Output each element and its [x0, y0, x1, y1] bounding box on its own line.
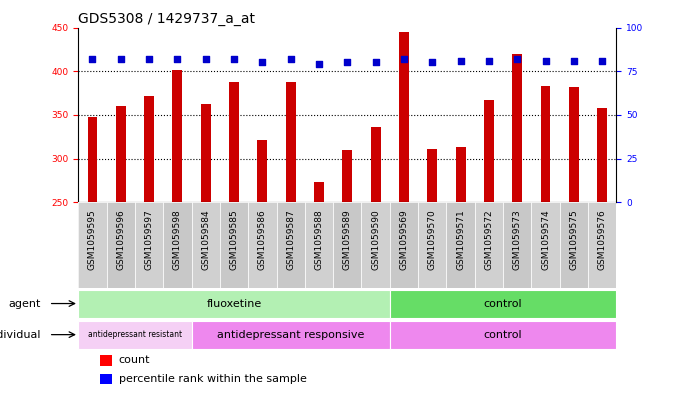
- Bar: [390, 202, 418, 288]
- Bar: [191, 321, 390, 349]
- Text: control: control: [484, 299, 522, 309]
- Bar: [456, 147, 466, 202]
- Bar: [276, 202, 305, 288]
- Point: [172, 56, 183, 62]
- Bar: [333, 202, 362, 288]
- Bar: [88, 117, 97, 202]
- Bar: [286, 82, 296, 202]
- Text: GSM1059576: GSM1059576: [598, 209, 607, 270]
- Bar: [220, 202, 248, 288]
- Point: [257, 59, 268, 66]
- Bar: [512, 54, 522, 202]
- Bar: [229, 82, 239, 202]
- Bar: [569, 87, 579, 202]
- Text: GSM1059574: GSM1059574: [541, 209, 550, 270]
- Text: GSM1059575: GSM1059575: [569, 209, 578, 270]
- Bar: [305, 202, 333, 288]
- Bar: [172, 70, 183, 202]
- Text: GSM1059595: GSM1059595: [88, 209, 97, 270]
- Bar: [100, 373, 112, 384]
- Bar: [78, 202, 107, 288]
- Text: GSM1059584: GSM1059584: [201, 209, 210, 270]
- Text: fluoxetine: fluoxetine: [206, 299, 262, 309]
- Text: antidepressant responsive: antidepressant responsive: [217, 330, 364, 340]
- Text: control: control: [484, 330, 522, 340]
- Bar: [343, 150, 352, 202]
- Bar: [560, 202, 588, 288]
- Point: [569, 58, 580, 64]
- Bar: [314, 182, 324, 202]
- Point: [427, 59, 438, 66]
- Point: [285, 56, 296, 62]
- Bar: [370, 127, 381, 202]
- Text: GSM1059571: GSM1059571: [456, 209, 465, 270]
- Bar: [116, 106, 126, 202]
- Bar: [541, 86, 550, 202]
- Bar: [399, 32, 409, 202]
- Text: GSM1059573: GSM1059573: [513, 209, 522, 270]
- Bar: [597, 108, 607, 202]
- Text: antidepressant resistant: antidepressant resistant: [88, 330, 182, 339]
- Text: GSM1059587: GSM1059587: [286, 209, 295, 270]
- Text: GSM1059570: GSM1059570: [428, 209, 437, 270]
- Bar: [163, 202, 191, 288]
- Text: count: count: [118, 355, 151, 365]
- Point: [342, 59, 353, 66]
- Bar: [390, 290, 616, 318]
- Point: [484, 58, 494, 64]
- Text: GSM1059588: GSM1059588: [315, 209, 323, 270]
- Bar: [447, 202, 475, 288]
- Bar: [201, 104, 210, 202]
- Point: [597, 58, 607, 64]
- Bar: [531, 202, 560, 288]
- Bar: [390, 321, 616, 349]
- Point: [370, 59, 381, 66]
- Text: GSM1059586: GSM1059586: [258, 209, 267, 270]
- Bar: [475, 202, 503, 288]
- Bar: [144, 96, 154, 202]
- Bar: [484, 100, 494, 202]
- Text: GDS5308 / 1429737_a_at: GDS5308 / 1429737_a_at: [78, 13, 255, 26]
- Bar: [100, 355, 112, 366]
- Bar: [427, 149, 437, 202]
- Point: [144, 56, 155, 62]
- Text: GSM1059572: GSM1059572: [484, 209, 494, 270]
- Bar: [503, 202, 531, 288]
- Bar: [107, 202, 135, 288]
- Point: [87, 56, 98, 62]
- Text: GSM1059569: GSM1059569: [400, 209, 409, 270]
- Point: [229, 56, 240, 62]
- Point: [398, 56, 409, 62]
- Bar: [418, 202, 447, 288]
- Point: [200, 56, 211, 62]
- Text: GSM1059590: GSM1059590: [371, 209, 380, 270]
- Bar: [191, 202, 220, 288]
- Text: GSM1059598: GSM1059598: [173, 209, 182, 270]
- Point: [540, 58, 551, 64]
- Text: individual: individual: [0, 330, 41, 340]
- Point: [511, 56, 522, 62]
- Point: [455, 58, 466, 64]
- Text: GSM1059585: GSM1059585: [229, 209, 238, 270]
- Bar: [135, 202, 163, 288]
- Text: GSM1059596: GSM1059596: [116, 209, 125, 270]
- Text: GSM1059597: GSM1059597: [144, 209, 154, 270]
- Bar: [362, 202, 390, 288]
- Bar: [588, 202, 616, 288]
- Text: percentile rank within the sample: percentile rank within the sample: [118, 374, 306, 384]
- Bar: [78, 290, 390, 318]
- Bar: [248, 202, 276, 288]
- Point: [313, 61, 324, 67]
- Point: [115, 56, 126, 62]
- Bar: [78, 321, 191, 349]
- Bar: [257, 140, 268, 202]
- Text: GSM1059589: GSM1059589: [343, 209, 352, 270]
- Text: agent: agent: [8, 299, 41, 309]
